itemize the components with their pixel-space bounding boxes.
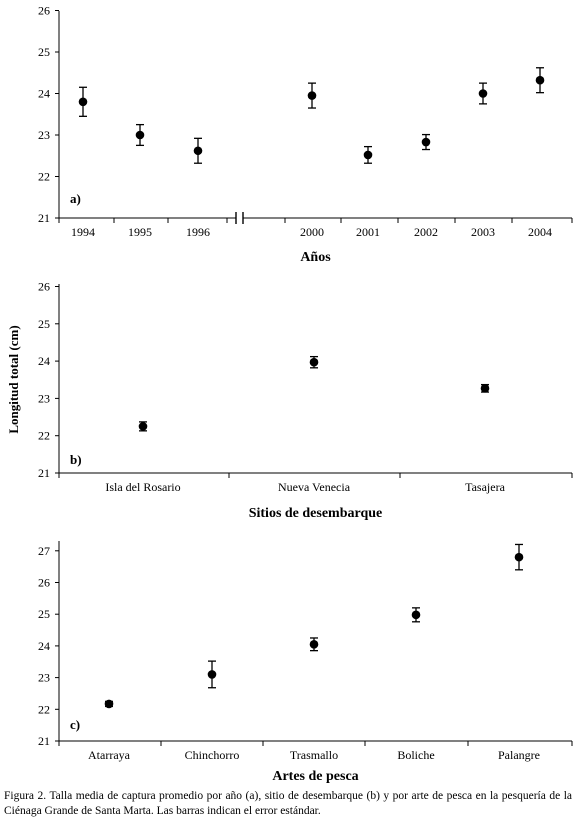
y-tick-label: 22 (38, 702, 50, 716)
x-tick-label: 2001 (356, 225, 380, 239)
y-axis-title: Longitud total (cm) (6, 325, 21, 433)
y-tick-label: 25 (38, 45, 50, 59)
data-point (135, 130, 145, 140)
figure-caption: Figura 2. Talla media de captura promedi… (4, 790, 572, 817)
y-tick-label: 24 (38, 354, 50, 368)
x-axis-title: Años (300, 250, 331, 265)
x-tick-label: 1996 (186, 225, 210, 239)
data-point (104, 699, 114, 709)
x-tick-label: 2004 (528, 225, 552, 239)
y-tick-label: 21 (38, 466, 50, 480)
y-tick-label: 26 (38, 576, 50, 590)
y-tick-label: 23 (38, 391, 50, 405)
data-point (193, 146, 203, 156)
x-axis-title: Sitios de desembarque (249, 506, 383, 521)
x-tick-label: Boliche (397, 748, 434, 762)
x-tick-label: 2003 (471, 225, 495, 239)
y-tick-label: 25 (38, 607, 50, 621)
data-point (478, 89, 488, 98)
data-point (514, 552, 524, 562)
data-point (309, 357, 319, 367)
y-tick-label: 25 (38, 317, 50, 331)
y-tick-label: 26 (38, 280, 50, 294)
x-tick-label: Tasajera (465, 480, 505, 494)
x-tick-label: 2002 (414, 225, 438, 239)
y-tick-label: 23 (38, 128, 50, 142)
x-tick-label: Isla del Rosario (105, 480, 180, 494)
x-tick-label: 1995 (128, 225, 152, 239)
x-tick-label: Nueva Venecia (278, 480, 351, 494)
y-tick-label: 24 (38, 87, 50, 101)
y-tick-label: 23 (38, 671, 50, 685)
x-tick-label: 1994 (71, 225, 95, 239)
panel-label: c) (70, 717, 80, 732)
x-tick-label: 2000 (300, 225, 324, 239)
y-tick-label: 22 (38, 170, 50, 184)
x-axis-title: Artes de pesca (272, 769, 358, 784)
x-tick-label: Chinchorro (185, 748, 240, 762)
data-point (535, 75, 545, 85)
y-tick-label: 24 (38, 639, 50, 653)
y-tick-label: 26 (38, 4, 50, 18)
data-point (138, 422, 148, 431)
data-point (309, 640, 319, 649)
data-point (421, 137, 431, 147)
data-point (78, 97, 88, 107)
data-point (207, 670, 217, 679)
data-point (411, 610, 421, 620)
y-tick-label: 21 (38, 734, 50, 748)
panel-label: b) (70, 452, 82, 467)
y-tick-label: 27 (38, 544, 50, 558)
data-point (480, 384, 490, 393)
data-point (363, 150, 373, 160)
y-tick-label: 22 (38, 429, 50, 443)
panel-label: a) (70, 191, 81, 206)
data-point (307, 91, 317, 100)
x-tick-label: Palangre (498, 748, 540, 762)
x-tick-label: Trasmallo (290, 748, 338, 762)
x-tick-label: Atarraya (88, 748, 131, 762)
y-tick-label: 21 (38, 211, 50, 225)
